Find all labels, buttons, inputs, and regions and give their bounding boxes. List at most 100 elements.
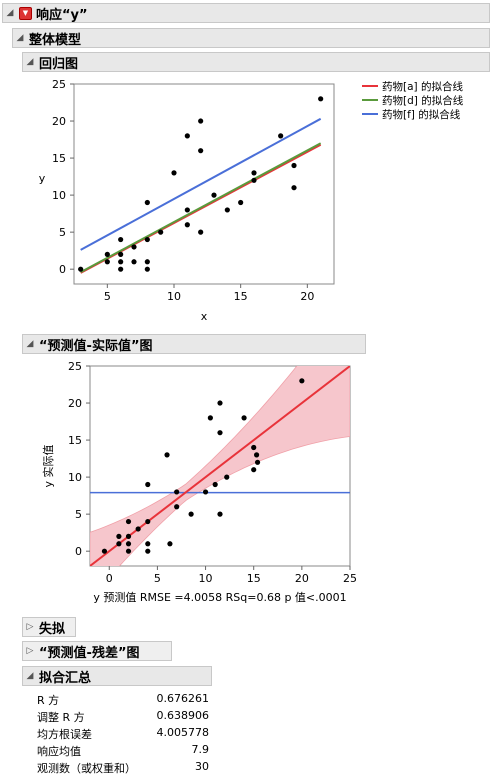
y-tick-label: 15 (52, 152, 66, 165)
data-point (125, 518, 132, 525)
response-title: 响应“y” (36, 7, 88, 23)
response-header[interactable]: ◢ ▼ 响应“y” (2, 3, 490, 23)
legend-label: 药物[a] 的拟合线 (382, 80, 463, 93)
data-point (144, 266, 150, 272)
summary-value: 0.676261 (156, 692, 210, 705)
residual-by-predicted-title: “预测值-残差”图 (39, 645, 140, 661)
data-point (135, 526, 141, 532)
data-point (174, 504, 180, 510)
data-point (145, 518, 151, 525)
lack-of-fit-title: 失拟 (39, 621, 66, 637)
x-tick-label: 0 (106, 572, 113, 585)
x-tick-label: 10 (199, 572, 213, 585)
summary-row: 响应均值 7.9 (37, 743, 209, 759)
y-tick-label: 5 (59, 226, 66, 239)
x-tick-label: 10 (167, 290, 181, 303)
collapse-triangle-icon[interactable]: ◢ (26, 57, 34, 67)
x-tick-label: 15 (234, 290, 248, 303)
data-point (238, 199, 244, 206)
data-point (131, 259, 137, 265)
summary-label: 观测数（或权重和） (37, 762, 136, 775)
data-point (118, 251, 124, 257)
legend-label: 药物[f] 的拟合线 (382, 108, 461, 121)
y-tick-label: 0 (59, 263, 66, 276)
lack-of-fit-header[interactable]: ▷ 失拟 (22, 617, 76, 637)
legend-label: 药物[d] 的拟合线 (382, 94, 464, 107)
y-tick-label: 10 (52, 189, 66, 202)
fit-line (90, 366, 350, 566)
y-tick-label: 25 (68, 360, 82, 373)
data-point (224, 207, 230, 213)
data-point (145, 481, 151, 488)
x-axis-label: y 预测值 RMSE =4.0058 RSq=0.68 p 值<.0001 (93, 591, 346, 604)
actual-by-predicted-header[interactable]: ◢ “预测值-实际值”图 (22, 334, 366, 354)
summary-label: 调整 R 方 (37, 711, 85, 724)
data-point (118, 259, 124, 265)
regression-plot-header[interactable]: ◢ 回归图 (22, 52, 490, 72)
summary-row: 观测数（或权重和） 30 (37, 760, 209, 776)
data-point (174, 489, 180, 495)
data-point (144, 236, 150, 243)
y-tick-label: 5 (75, 508, 82, 521)
x-tick-label: 15 (247, 572, 261, 585)
data-point (202, 489, 209, 495)
data-point (212, 481, 218, 488)
data-point (253, 452, 260, 458)
data-point (144, 199, 150, 206)
whole-model-title: 整体模型 (29, 32, 82, 48)
x-tick-label: 5 (104, 290, 111, 303)
summary-of-fit-header[interactable]: ◢ 拟合汇总 (22, 666, 212, 686)
collapse-triangle-icon[interactable]: ◢ (16, 33, 24, 43)
regression-plot-title: 回归图 (39, 56, 79, 72)
residual-by-predicted-header[interactable]: ▷ “预测值-残差”图 (22, 641, 172, 661)
y-tick-label: 10 (68, 471, 82, 484)
data-point (184, 207, 190, 213)
data-point (251, 444, 257, 451)
data-point (145, 541, 151, 547)
collapse-triangle-icon[interactable]: ◢ (6, 8, 14, 18)
data-point (104, 251, 110, 257)
actual-by-predicted-title: “预测值-实际值”图 (39, 338, 153, 354)
summary-value: 0.638906 (156, 709, 210, 722)
data-point (241, 415, 247, 421)
data-point (184, 222, 190, 228)
data-point (217, 511, 223, 517)
data-point (188, 511, 194, 517)
data-point (211, 192, 217, 198)
collapse-triangle-icon[interactable]: ◢ (26, 671, 34, 681)
x-axis-label: x (201, 310, 208, 323)
red-menu-icon[interactable]: ▼ (19, 6, 32, 20)
summary-label: 均方根误差 (37, 728, 92, 741)
data-point (278, 133, 284, 139)
data-point (144, 259, 150, 265)
data-point (251, 177, 257, 183)
data-point (291, 162, 297, 169)
data-point (224, 474, 230, 480)
data-point (101, 548, 108, 554)
data-point (145, 548, 151, 554)
collapse-triangle-icon[interactable]: ◢ (26, 339, 34, 349)
y-tick-label: 0 (75, 545, 82, 558)
y-tick-label: 25 (52, 78, 66, 91)
data-point (217, 400, 223, 406)
summary-row: R 方 0.676261 (37, 692, 209, 708)
data-point (116, 533, 122, 539)
data-point (198, 148, 204, 154)
summary-label: R 方 (37, 694, 60, 707)
data-point (207, 415, 213, 421)
data-point (104, 259, 110, 265)
x-tick-label: 25 (343, 572, 357, 585)
whole-model-header[interactable]: ◢ 整体模型 (12, 28, 490, 48)
data-point (318, 96, 324, 102)
expand-triangle-icon[interactable]: ▷ (26, 646, 34, 656)
y-axis-label: y 实际值 (41, 444, 55, 487)
data-point (171, 170, 177, 176)
data-point (116, 541, 122, 547)
data-point (125, 541, 132, 547)
x-tick-label: 20 (300, 290, 314, 303)
data-point (118, 266, 124, 272)
expand-triangle-icon[interactable]: ▷ (26, 622, 34, 632)
data-point (125, 533, 132, 539)
plot-frame (73, 83, 335, 285)
